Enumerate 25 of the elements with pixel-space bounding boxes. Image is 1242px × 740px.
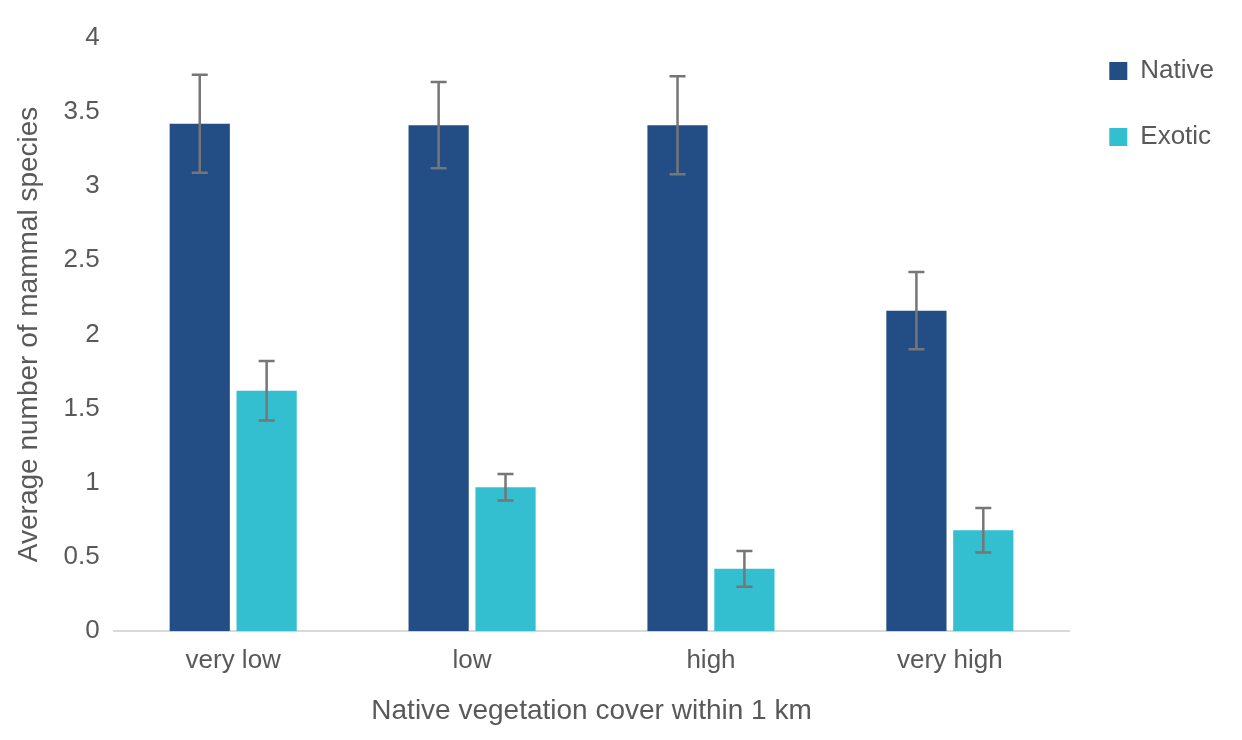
y-tick-label: 0: [85, 614, 100, 645]
y-tick-label: 3: [85, 169, 100, 200]
x-tick-label: very low: [185, 643, 282, 674]
bar: [714, 568, 775, 632]
bar: [886, 310, 947, 632]
x-tick-label: high: [686, 643, 736, 674]
legend-label: Exotic: [1140, 120, 1212, 151]
y-tick-label: 1.5: [63, 391, 100, 422]
bar: [475, 487, 536, 632]
y-tick-label: 0.5: [63, 540, 100, 571]
y-axis-title: Average number of mammal species: [11, 106, 43, 563]
y-tick-label: 3.5: [63, 94, 100, 125]
x-tick-label: very high: [897, 643, 1003, 674]
bar: [647, 125, 708, 632]
bar: [169, 123, 230, 632]
x-axis-title: Native vegetation cover within 1 km: [371, 693, 812, 725]
y-tick-label: 1: [85, 465, 100, 496]
y-tick-label: 2: [85, 317, 100, 348]
legend-label: Native: [1140, 54, 1215, 85]
y-tick-label: 2.5: [63, 243, 100, 274]
x-tick-label: low: [452, 643, 492, 674]
bar: [408, 125, 469, 632]
bar: [953, 530, 1014, 632]
bar: [236, 390, 297, 632]
y-tick-label: 4: [85, 20, 100, 51]
